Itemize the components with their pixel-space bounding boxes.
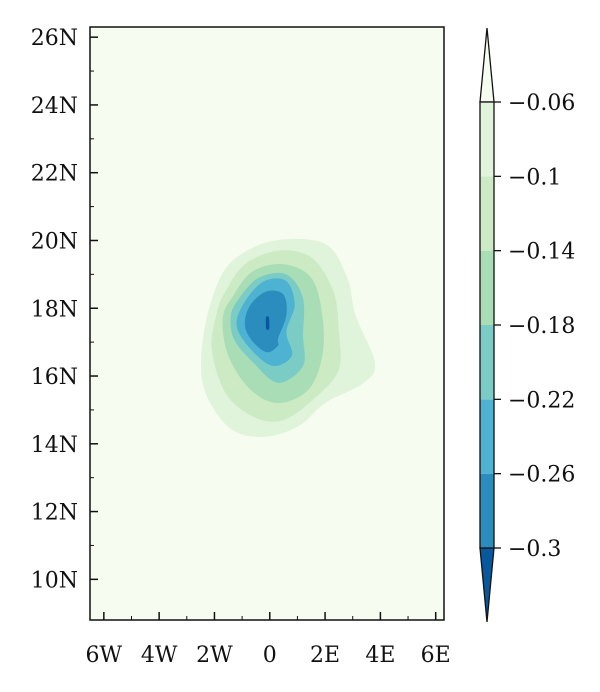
colorbar-segment bbox=[480, 399, 494, 474]
colorbar: −0.3 −0.26 −0.22 −0.18 −0.14 −0.1 −0.06 bbox=[479, 27, 575, 623]
colorbar-label: −0.06 bbox=[508, 91, 575, 116]
plot-area bbox=[89, 26, 445, 621]
colorbar-extend-max bbox=[479, 27, 495, 103]
colorbar-label: −0.26 bbox=[508, 463, 575, 488]
colorbar-label: −0.1 bbox=[508, 165, 561, 190]
y-tick-label: 16N bbox=[31, 365, 78, 390]
x-tick-label: 2E bbox=[310, 643, 340, 668]
y-tick-label: 14N bbox=[31, 433, 78, 458]
colorbar-segment bbox=[480, 473, 494, 548]
x-tick-label: 2W bbox=[196, 643, 233, 668]
colorbar-label: −0.22 bbox=[508, 388, 575, 413]
y-tick-label: 26N bbox=[31, 26, 78, 51]
y-tick-label: 12N bbox=[31, 501, 78, 526]
colorbar-segment bbox=[480, 176, 494, 251]
colorbar-segment bbox=[480, 102, 494, 177]
x-axis: 6W 4W 2W 0 2E 4E 6E bbox=[86, 612, 451, 668]
colorbar-label: −0.3 bbox=[508, 537, 561, 562]
colorbar-segment bbox=[480, 250, 494, 325]
colorbar-segment bbox=[480, 325, 494, 400]
x-tick-label: 0 bbox=[263, 643, 277, 668]
contour-fills bbox=[200, 238, 376, 437]
y-tick-label: 24N bbox=[31, 94, 78, 119]
colorbar-label: −0.14 bbox=[508, 240, 575, 265]
contour-level-5 bbox=[244, 290, 287, 353]
y-tick-label: 10N bbox=[31, 568, 78, 593]
y-tick-label: 18N bbox=[31, 297, 78, 322]
x-tick-label: 4W bbox=[141, 643, 178, 668]
y-tick-label: 20N bbox=[31, 229, 78, 254]
y-tick-label: 22N bbox=[31, 162, 78, 187]
y-axis: 10N 12N 14N 16N 18N 20N 22N 24N 26N bbox=[31, 26, 98, 593]
x-tick-label: 6E bbox=[421, 643, 451, 668]
contour-level-6 bbox=[265, 316, 270, 330]
x-tick-label: 6W bbox=[86, 643, 123, 668]
x-tick-label: 4E bbox=[365, 643, 395, 668]
colorbar-label: −0.18 bbox=[508, 314, 575, 339]
colorbar-extend-min bbox=[479, 547, 495, 623]
plot-frame bbox=[89, 26, 445, 621]
